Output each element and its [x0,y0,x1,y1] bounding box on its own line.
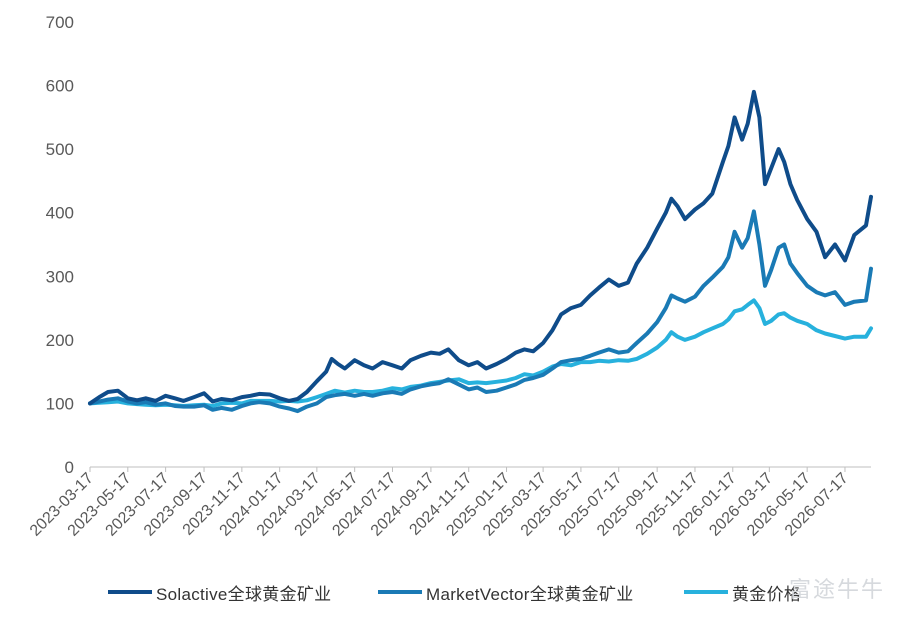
y-tick-label: 400 [46,204,74,223]
legend-swatch-solactive [108,590,152,594]
y-tick-label: 700 [46,13,74,32]
legend-item-solactive: Solactive全球黄金矿业 [108,578,331,606]
legend-label-gold-price: 黄金价格 [732,584,802,604]
legend-item-marketvector: MarketVector全球黄金矿业 [378,578,634,606]
x-axis: 2023-03-172023-05-172023-07-172023-09-17… [27,466,871,540]
series-line-1 [88,209,873,414]
y-tick-label: 600 [46,77,74,96]
legend-swatch-marketvector [378,590,422,594]
series-line-0 [88,89,873,406]
y-tick-label: 300 [46,267,74,286]
legend: Solactive全球黄金矿业 MarketVector全球黄金矿业 黄金价格 [0,578,907,608]
y-tick-label: 0 [65,458,74,477]
series-line-2 [88,298,873,408]
legend-label-marketvector: MarketVector全球黄金矿业 [426,584,634,604]
series-lines [88,89,873,414]
watermark: 富途牛牛 [788,577,885,602]
legend-swatch-gold-price [684,590,728,594]
y-tick-label: 100 [46,394,74,413]
y-axis: 0 100 200 300 400 500 600 700 [46,13,74,477]
y-tick-label: 500 [46,140,74,159]
legend-item-gold-price: 黄金价格 [684,578,801,606]
legend-label-solactive: Solactive全球黄金矿业 [156,584,332,604]
y-tick-label: 200 [46,331,74,350]
